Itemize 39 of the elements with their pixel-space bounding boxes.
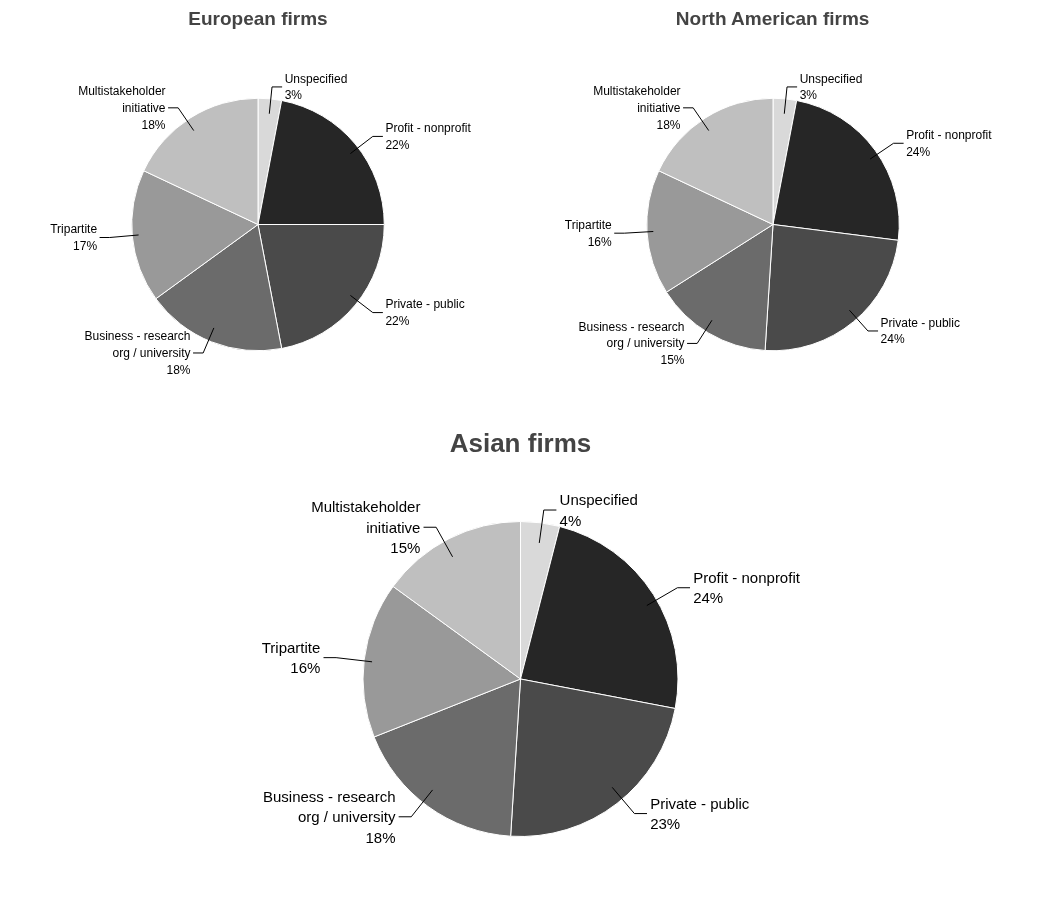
data-label: 23% [650, 815, 681, 833]
slice-label: Private - public [385, 297, 465, 312]
slice-label: Tripartite [564, 217, 613, 232]
data-label: 24% [693, 589, 724, 607]
chart-title: North American firms [675, 7, 870, 29]
data-label: 16% [587, 234, 613, 249]
slice-label: Business - research org / university [84, 329, 191, 360]
data-label: 3% [799, 88, 818, 103]
slice-label: Tripartite [50, 222, 98, 237]
data-label: 18% [656, 117, 681, 132]
slice-label: Unspecified [559, 491, 638, 509]
slice-label: Multistakeholder initiative [311, 498, 421, 536]
slice-label: Private - public [650, 794, 750, 812]
data-label: 17% [73, 238, 98, 253]
slice-label: Profit - nonprofit [693, 569, 801, 587]
data-label: 22% [385, 313, 410, 328]
slice-label: Profit - nonprofit [385, 121, 472, 136]
data-label: 22% [385, 137, 410, 152]
data-label: 3% [284, 88, 303, 103]
data-label: 24% [906, 144, 931, 159]
slice-label: Business - research org / university [578, 319, 685, 351]
slice-label: Unspecified [284, 71, 348, 86]
slice-label: Profit - nonprofit [906, 127, 993, 142]
chart-title: Asian firms [449, 427, 592, 458]
slice-label: Multistakeholder initiative [593, 84, 681, 115]
data-label: 18% [365, 828, 396, 846]
data-label: 18% [166, 362, 191, 377]
slice-label: Business - research org / university [262, 787, 397, 826]
data-label: 18% [141, 117, 166, 132]
data-label: 16% [290, 659, 321, 677]
data-label: 15% [660, 353, 685, 368]
data-label: 15% [390, 539, 421, 557]
slice-label: Multistakeholder initiative [78, 84, 166, 115]
slice-label: Tripartite [261, 638, 321, 656]
slice-label: Unspecified [799, 71, 863, 86]
slice-label: Private - public [880, 315, 960, 330]
data-label: 4% [559, 511, 582, 529]
data-label: 24% [880, 332, 905, 347]
chart-title: European firms [188, 7, 328, 29]
